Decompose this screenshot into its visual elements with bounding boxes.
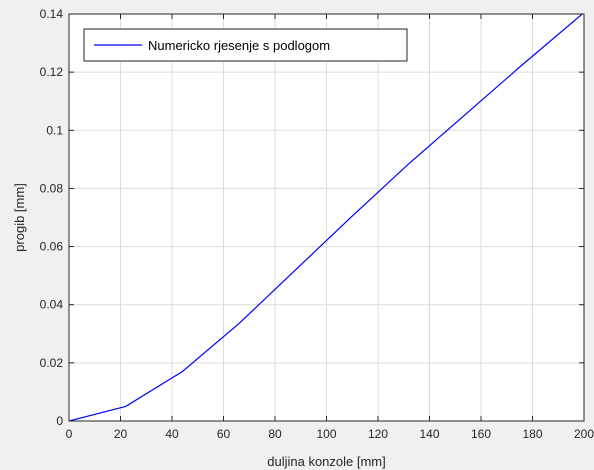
legend: Numericko rjesenje s podlogom [83, 28, 408, 62]
x-tick-label: 180 [522, 427, 542, 441]
y-tick-label: 0.06 [40, 240, 64, 254]
y-tick-label: 0.02 [40, 356, 64, 370]
x-tick-label: 80 [268, 427, 282, 441]
x-tick-label: 40 [165, 427, 179, 441]
x-tick-label: 20 [114, 427, 128, 441]
y-tick-label: 0.14 [40, 7, 64, 21]
x-tick-label: 100 [316, 427, 336, 441]
x-tick-label: 120 [368, 427, 388, 441]
series-line [69, 14, 584, 421]
x-axis-title: duljina konzole [mm] [267, 454, 386, 469]
y-tick-label: 0 [56, 414, 63, 428]
x-tick-label: 60 [217, 427, 231, 441]
x-tick-label: 200 [574, 427, 594, 441]
y-axis-title: progib [mm] [12, 183, 27, 252]
legend-label: Numericko rjesenje s podlogom [148, 38, 330, 53]
x-tick-labels: 0 20 40 60 80 100 120 140 160 180 200 [66, 427, 594, 441]
y-tick-label: 0.1 [46, 123, 63, 137]
tick-marks [68, 13, 585, 422]
x-tick-label: 160 [471, 427, 491, 441]
y-tick-labels: 0 0.02 0.04 0.06 0.08 0.1 0.12 0.14 [40, 7, 64, 428]
y-tick-label: 0.08 [40, 181, 64, 195]
x-tick-label: 140 [419, 427, 439, 441]
y-tick-label: 0.04 [40, 298, 64, 312]
y-tick-label: 0.12 [40, 65, 64, 79]
series-layer [69, 14, 584, 421]
x-tick-label: 0 [66, 427, 73, 441]
